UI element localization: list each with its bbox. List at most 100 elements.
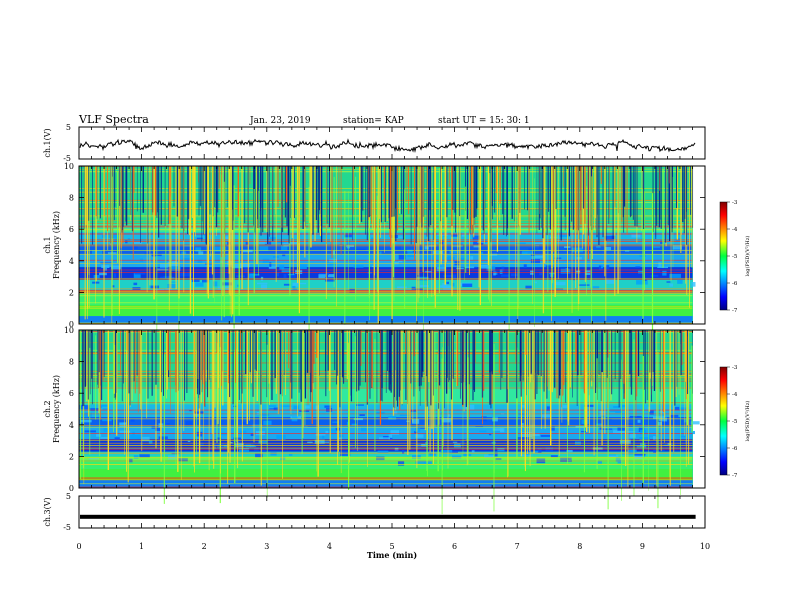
ch2-spec-patch bbox=[133, 455, 139, 460]
ch2-spectrogram-ylabel: ch.2 Frequency (kHz) bbox=[43, 375, 61, 443]
ch1-spec-hline bbox=[79, 233, 693, 235]
ch1-spec-sferic bbox=[568, 166, 570, 237]
date-label: Jan. 23, 2019 bbox=[249, 116, 311, 126]
ch1-spec-sferic bbox=[253, 166, 254, 227]
ch2-spec-sferic bbox=[259, 350, 261, 443]
ch1-spec-patch bbox=[658, 262, 662, 268]
ch2-spec-sferic bbox=[95, 335, 97, 420]
ch2-spec-sferic bbox=[313, 330, 315, 364]
ch2-spec-patch bbox=[596, 423, 603, 427]
ch2-spec-sferic bbox=[508, 330, 509, 477]
ch2-spec-sferic bbox=[282, 330, 283, 479]
ch2-spec-sferic bbox=[194, 330, 195, 414]
ch1-spec-sferic bbox=[624, 166, 626, 228]
ch1-spec-sferic bbox=[567, 166, 568, 294]
ch2-spec-band bbox=[79, 386, 693, 405]
ch2-spec-sferic bbox=[350, 330, 353, 402]
ch2-spec-sferic bbox=[462, 361, 464, 459]
ch1-spec-sferic bbox=[578, 166, 580, 304]
ch2-spec-patch bbox=[390, 430, 399, 435]
ch1-spec-patch bbox=[532, 263, 540, 266]
ch2-spec-patch bbox=[562, 405, 568, 408]
ch1-spec-sferic bbox=[304, 166, 306, 258]
ch1-spec-sferic bbox=[659, 166, 661, 191]
ch1-spec-sferic bbox=[168, 166, 169, 225]
ch2-spec-patch bbox=[627, 449, 637, 454]
ch1-spec-sferic bbox=[326, 166, 328, 224]
ch2-spec-patch bbox=[394, 447, 399, 451]
ch2-spec-sferic bbox=[339, 330, 341, 408]
ch2-spec-sferic bbox=[660, 330, 662, 452]
ch2-spec-sferic bbox=[412, 330, 414, 423]
ch2-spec-sferic bbox=[405, 330, 406, 355]
ch2-spec-sferic bbox=[238, 330, 240, 400]
ch2-spec-sferic bbox=[685, 330, 687, 382]
ch2-spec-sferic bbox=[304, 330, 307, 399]
ch2-spec-sferic bbox=[669, 330, 672, 486]
ch1-spec-sferic bbox=[314, 166, 316, 242]
ch2-spec-sferic bbox=[442, 330, 444, 447]
ch2-spec-sferic bbox=[438, 330, 441, 386]
ch2-spec-sferic bbox=[459, 330, 461, 399]
ch1-spec-sferic bbox=[472, 166, 473, 225]
ch1-spec-sferic bbox=[226, 166, 228, 208]
ch1-spec-sferic bbox=[84, 166, 86, 320]
station-label: station= KAP bbox=[343, 116, 404, 126]
ch2-spec-sferic bbox=[491, 330, 493, 375]
ch1-spec-patch bbox=[283, 274, 287, 278]
ch1-spec-patch bbox=[198, 251, 204, 255]
ch1-spec-sferic bbox=[81, 166, 83, 244]
ch1-spec-sferic bbox=[315, 166, 317, 221]
ch1-spec-hline bbox=[79, 168, 693, 170]
ch1-spec-patch bbox=[239, 263, 250, 268]
ch2-spec-sferic bbox=[599, 330, 601, 375]
ch2-spec-sferic bbox=[580, 330, 582, 376]
ch1-spec-patch bbox=[393, 236, 406, 238]
ch2-spec-sferic bbox=[327, 330, 328, 356]
ch2-spec-sferic bbox=[204, 330, 206, 407]
ch2-spec-patch bbox=[129, 458, 133, 463]
ch2-spec-sferic bbox=[466, 330, 468, 466]
ch2-spec-patch bbox=[674, 406, 680, 411]
ch1-spec-sferic bbox=[404, 189, 406, 309]
ch2-spec-ytick-label: 0 bbox=[69, 484, 74, 493]
ch2-spec-hline bbox=[79, 452, 693, 454]
ch2-spec-sferic bbox=[159, 330, 161, 403]
ch1-spec-hline bbox=[79, 199, 693, 201]
ch1-spec-patch bbox=[260, 276, 264, 281]
ch1-spec-patch bbox=[592, 286, 600, 289]
ch1-spec-sferic bbox=[285, 166, 288, 203]
x-axis-tick-labels: 0 1 2 3 4 5 6 7 8 9 10 bbox=[76, 542, 710, 551]
ch1-spec-sferic bbox=[231, 166, 232, 318]
ch2-spec-sferic bbox=[155, 330, 157, 449]
ch2-spec-sferic bbox=[82, 330, 84, 407]
ch1-spec-sferic bbox=[514, 166, 515, 222]
ch2-spec-sferic bbox=[664, 330, 666, 418]
ch1-spec-sferic bbox=[416, 166, 417, 323]
ch2-spec-sferic bbox=[365, 330, 366, 383]
ch1-spec-patch bbox=[472, 235, 481, 241]
ch1-spec-patch bbox=[282, 254, 286, 257]
ch1-colorbar-tick-label: -5 bbox=[732, 254, 738, 260]
ch1-spec-sferic bbox=[399, 166, 401, 214]
ch2-spec-sferic bbox=[240, 330, 241, 350]
ch2-spec-sferic bbox=[635, 330, 637, 401]
ch2-spec-sferic bbox=[260, 330, 262, 405]
ch2-spec-patch bbox=[130, 434, 143, 440]
ch1-spectrogram-ytick-labels: 0 2 4 6 8 10 bbox=[64, 162, 74, 329]
ch2-spec-patch bbox=[346, 421, 349, 426]
ch2-spec-sferic bbox=[301, 332, 303, 455]
ch1-spec-sferic bbox=[429, 166, 432, 226]
ch2-spec-sferic bbox=[202, 330, 204, 385]
ch2-spec-hline bbox=[79, 433, 693, 434]
ch2-spec-sferic bbox=[611, 330, 613, 395]
ch1-spec-sferic bbox=[131, 166, 133, 232]
ch1-spec-patch bbox=[289, 274, 296, 278]
ch2-spec-sferic bbox=[674, 330, 676, 406]
ch2-spec-sferic bbox=[222, 330, 224, 406]
ch2-spec-sferic bbox=[547, 330, 548, 387]
ch1-spec-sferic bbox=[308, 186, 310, 340]
ch1-spec-sferic bbox=[88, 166, 90, 308]
ch2-spec-sferic bbox=[565, 330, 566, 403]
ch2-spec-sferic bbox=[676, 330, 678, 387]
